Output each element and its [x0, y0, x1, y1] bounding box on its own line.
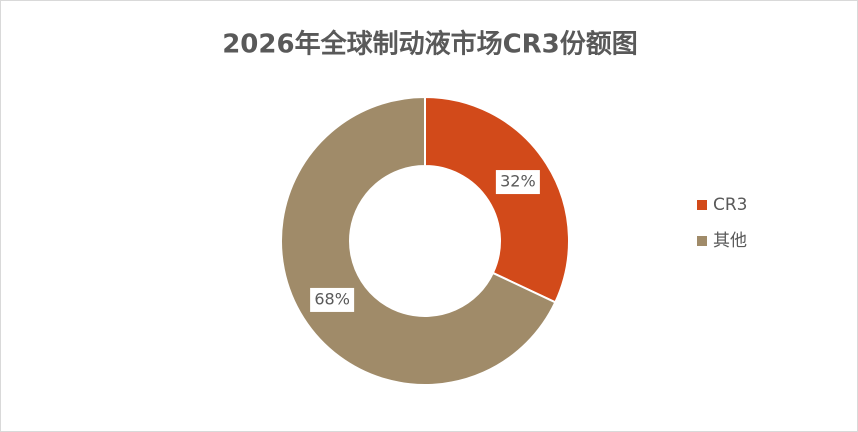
legend-label: CR3 [713, 195, 748, 215]
legend-swatch [697, 200, 707, 210]
data-label: 32% [500, 172, 536, 191]
data-label-bg [495, 170, 540, 195]
donut-slice [424, 95, 570, 304]
data-label-bg [310, 287, 355, 312]
chart-title: 2026年全球制动液市场CR3份额图 [222, 29, 638, 60]
legend-swatch [697, 236, 707, 246]
donut-slice [280, 95, 557, 386]
legend-label: 其他 [713, 231, 747, 251]
data-label: 68% [314, 289, 350, 308]
